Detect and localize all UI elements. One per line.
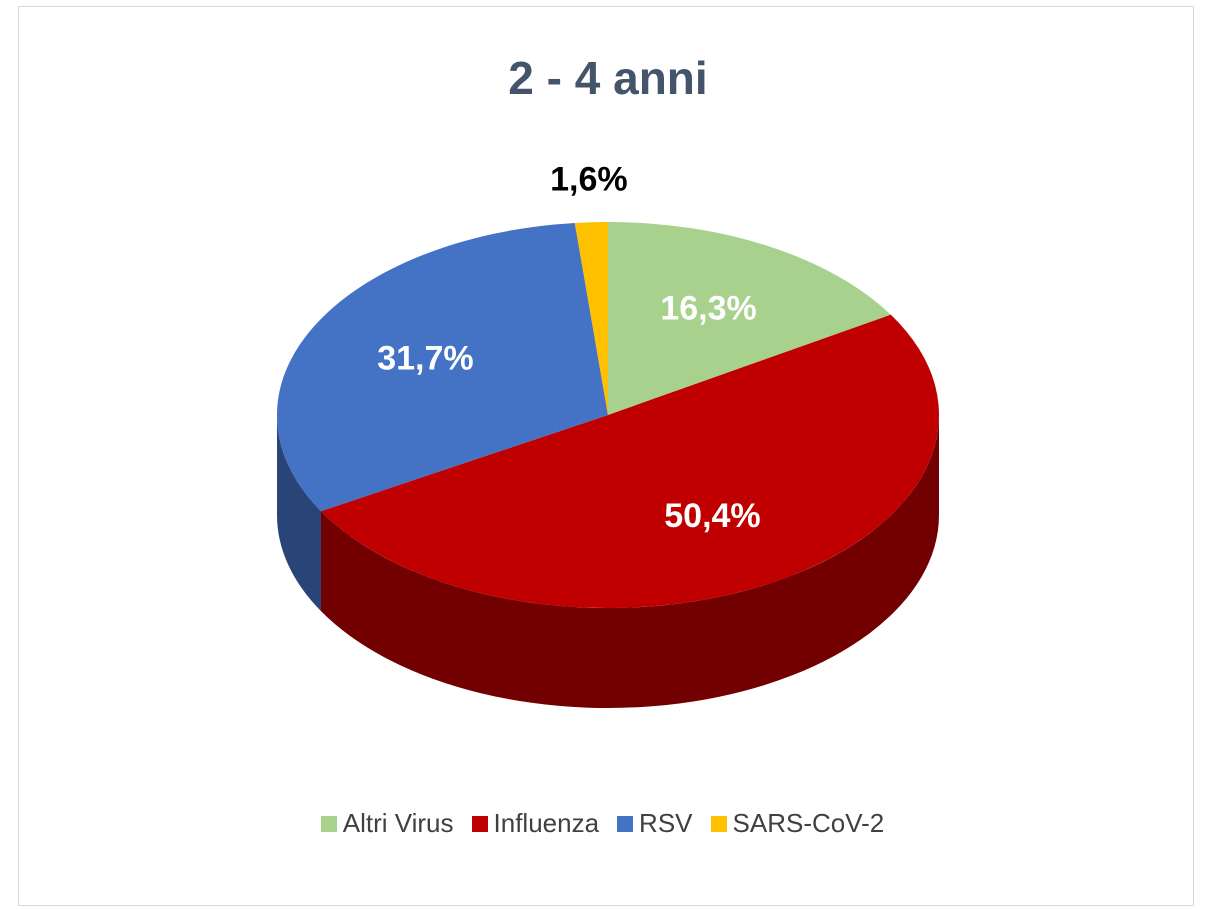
data-label: 50,4% [664, 497, 760, 535]
legend: Altri Virus Influenza RSV SARS-CoV-2 [0, 808, 1205, 839]
data-label: 31,7% [377, 339, 473, 377]
legend-item: RSV [617, 808, 693, 839]
legend-item: Influenza [471, 808, 600, 839]
legend-swatch [320, 815, 337, 832]
legend-swatch [471, 815, 488, 832]
data-label: 1,6% [550, 160, 628, 198]
pie-slice [277, 222, 608, 512]
legend-label: RSV [639, 808, 693, 838]
pie-slice [574, 222, 608, 415]
data-label: 16,3% [660, 290, 756, 328]
legend-label: Altri Virus [342, 808, 454, 838]
legend-swatch [710, 815, 727, 832]
legend-label: SARS-CoV-2 [732, 808, 885, 838]
chart-title: 2 - 4 anni [508, 52, 707, 104]
legend-swatch [617, 815, 634, 832]
legend-item: SARS-CoV-2 [710, 808, 885, 839]
legend-item: Altri Virus [320, 808, 454, 839]
legend-label: Influenza [493, 808, 600, 838]
pie-slice [320, 314, 940, 609]
pie-slice [608, 222, 891, 415]
chart-frame [18, 6, 1194, 906]
pie-slice-side [320, 415, 939, 708]
pie-slice-side [277, 415, 321, 612]
